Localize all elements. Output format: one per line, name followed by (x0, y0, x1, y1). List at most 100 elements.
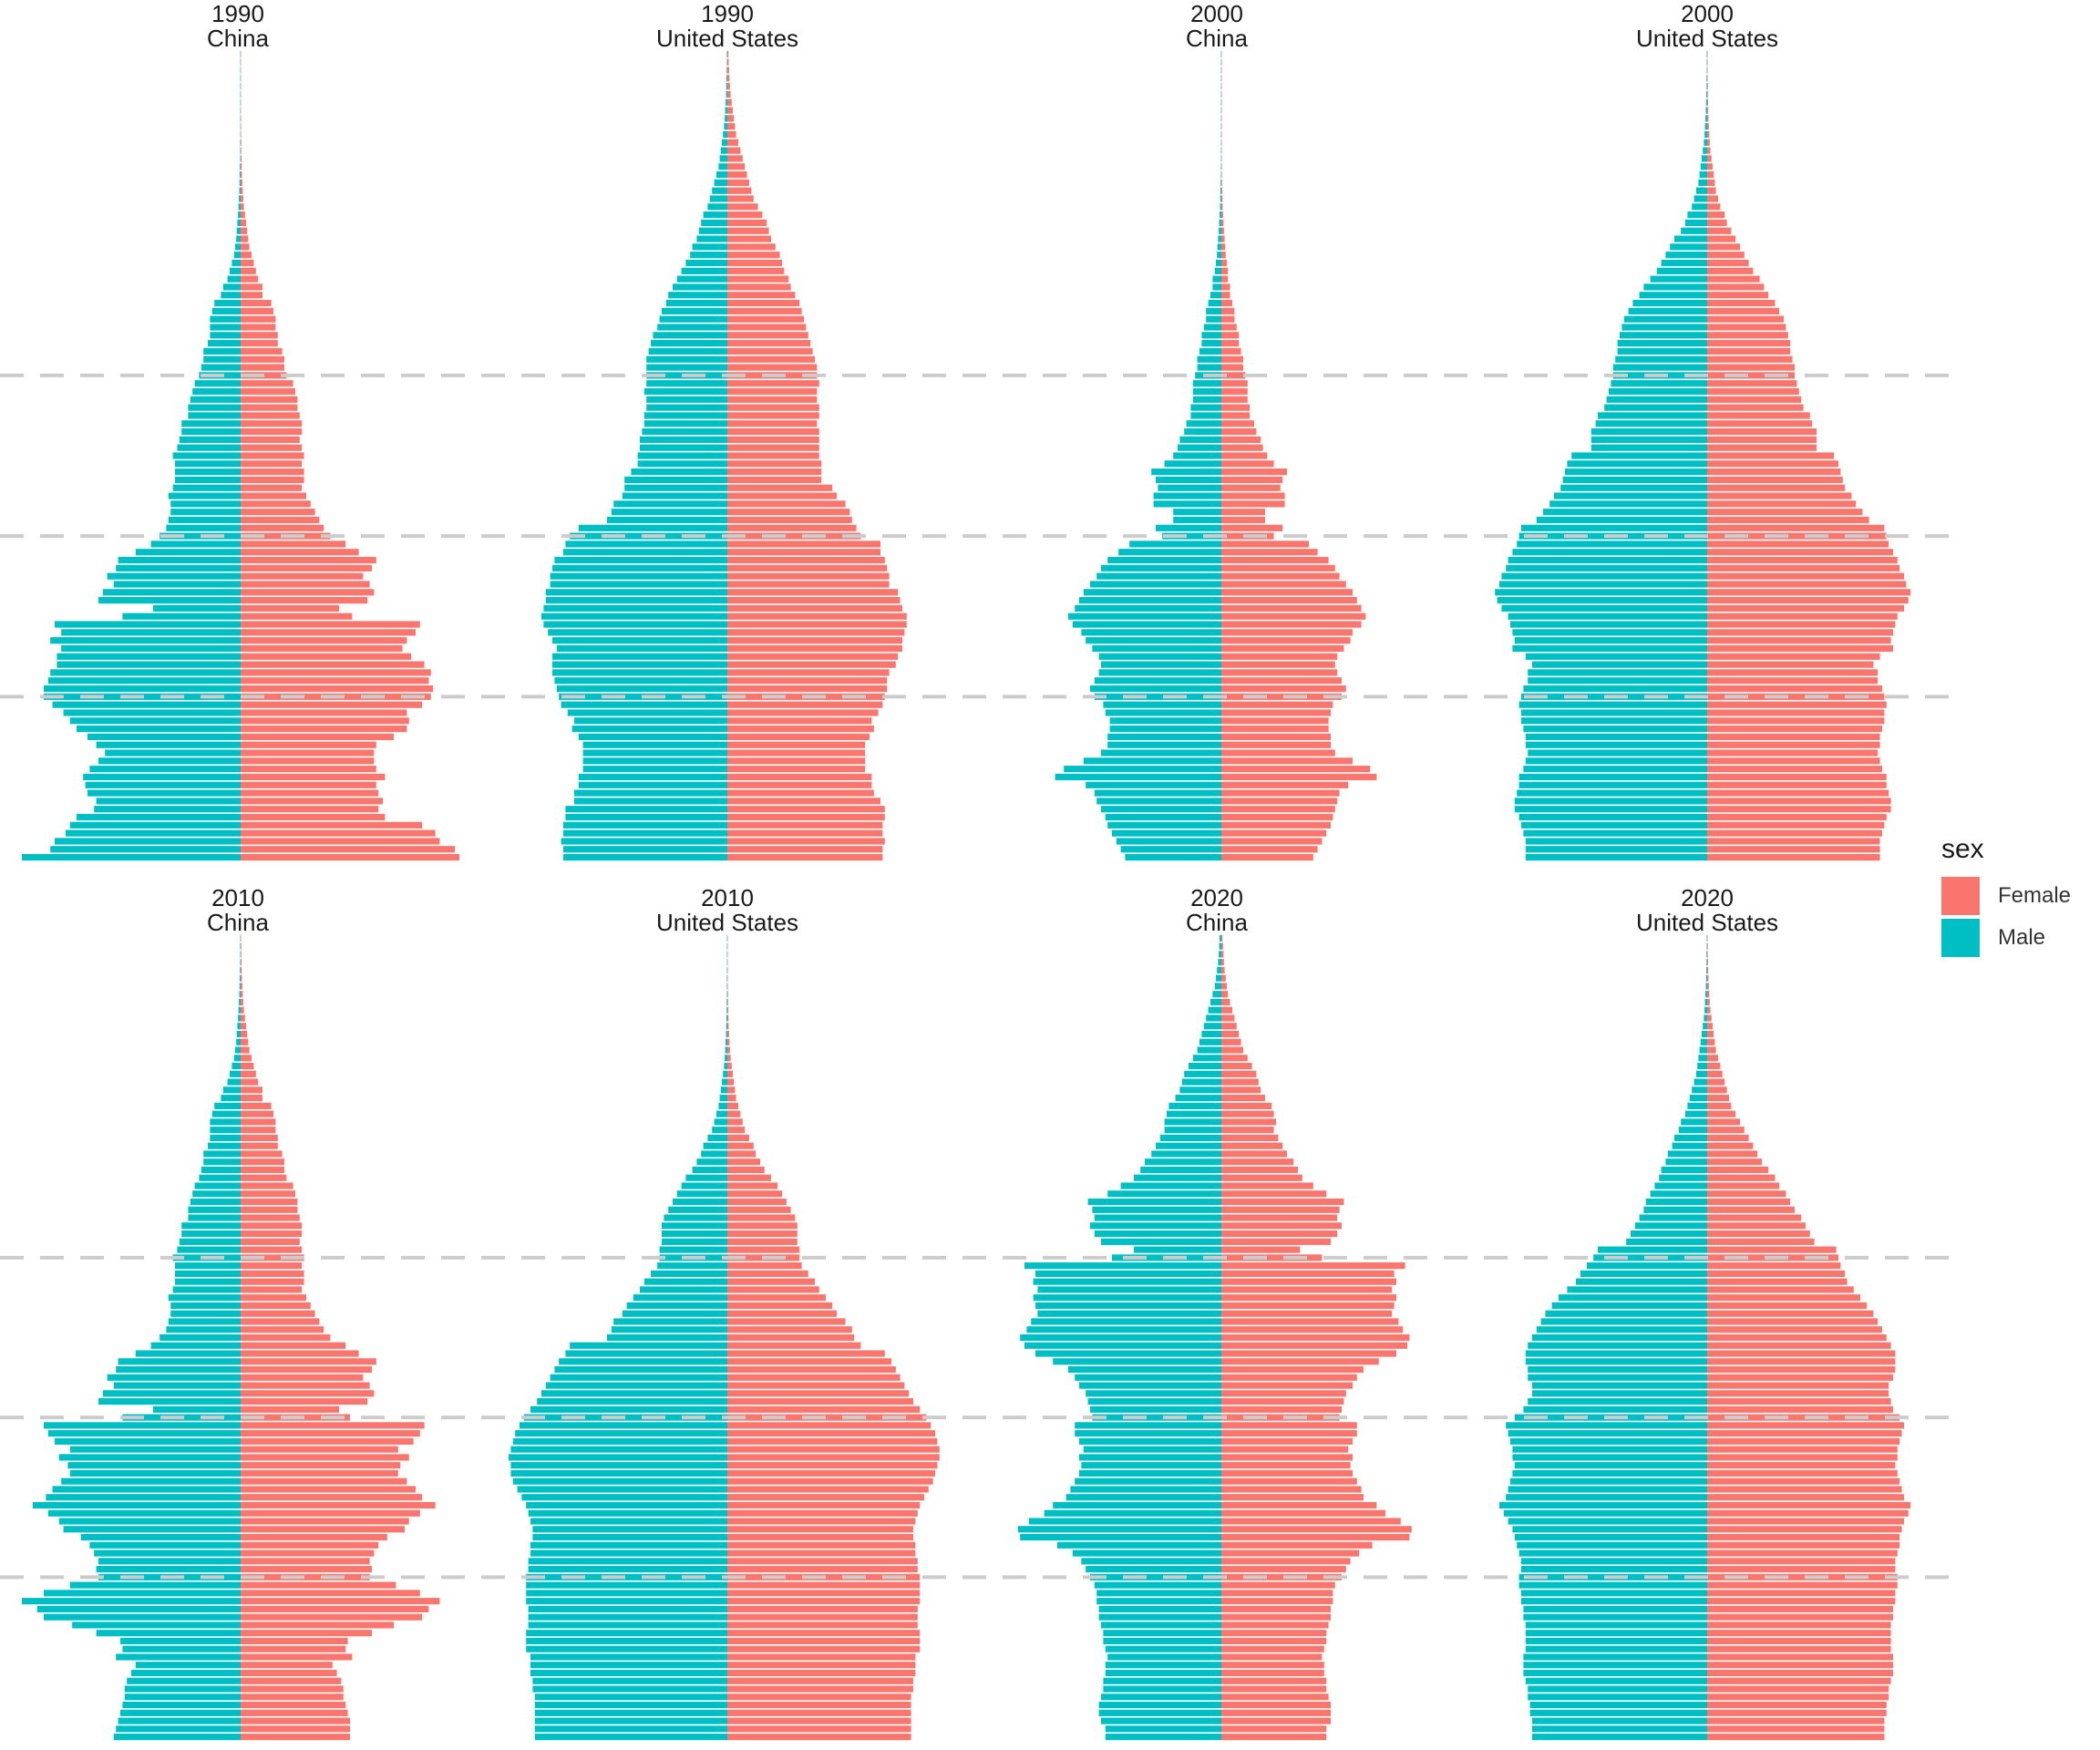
bar-male-age-84 (232, 1062, 241, 1070)
bar-female-age-11 (727, 766, 866, 773)
bar-female-age-95 (1707, 90, 1708, 98)
bar-female-age-20 (1707, 693, 1885, 700)
bar-male-age-89 (726, 1023, 727, 1030)
bar-male-age-25 (1020, 1533, 1221, 1541)
bar-male-age-55 (1190, 412, 1221, 419)
bar-male-age-68 (1650, 1190, 1707, 1198)
bar-male-age-36 (1506, 564, 1707, 571)
bar-male-age-15 (578, 733, 727, 741)
bar-female-age-5 (241, 813, 386, 821)
bar-female-age-75 (727, 1134, 749, 1142)
bar-male-age-65 (210, 332, 241, 339)
bar-female-age-91 (1707, 1006, 1711, 1014)
bar-male-age-42 (537, 1398, 727, 1405)
bar-male-age-45 (1554, 492, 1707, 499)
bar-female-age-12 (241, 757, 375, 765)
panel-country: China (1186, 909, 1248, 936)
bar-male-age-51 (640, 444, 727, 451)
bar-male-age-5 (1101, 1693, 1221, 1701)
bar-male-age-4 (69, 821, 241, 829)
bar-male-age-11 (89, 766, 242, 773)
bar-female-age-61 (727, 364, 818, 371)
bar-female-age-16 (1707, 725, 1882, 733)
bar-male-age-28 (1044, 1509, 1221, 1517)
bar-female-age-37 (1221, 1437, 1353, 1445)
bar-female-age-63 (241, 347, 283, 355)
bar-male-age-13 (96, 1630, 241, 1637)
bar-female-age-78 (1707, 1110, 1736, 1117)
bar-male-age-17 (526, 1598, 727, 1605)
bar-female-age-48 (241, 468, 304, 476)
panel-country: United States (655, 909, 799, 936)
bar-male-age-84 (714, 179, 727, 187)
bar-male-age-16 (571, 725, 727, 733)
bar-male-age-63 (648, 347, 727, 355)
bar-female-age-69 (727, 1182, 778, 1189)
bar-female-age-45 (241, 492, 306, 499)
bar-male-age-87 (719, 155, 727, 162)
bar-male-age-72 (1145, 1158, 1221, 1166)
bar-male-age-12 (1525, 1637, 1707, 1645)
bar-female-age-10 (727, 1653, 916, 1661)
bar-female-age-20 (1707, 1573, 1898, 1580)
bar-male-age-10 (83, 773, 241, 781)
bar-female-age-85 (241, 1055, 252, 1062)
bar-male-age-32 (1510, 1477, 1707, 1485)
bar-male-age-36 (510, 1446, 727, 1453)
bar-female-age-23 (241, 669, 431, 676)
bar-female-age-85 (1221, 1055, 1248, 1062)
bar-male-age-93 (1705, 991, 1707, 998)
bar-male-age-70 (1210, 292, 1221, 299)
bar-female-age-1 (241, 1725, 350, 1733)
bar-male-age-64 (181, 1222, 241, 1230)
bar-female-age-75 (1221, 252, 1226, 259)
bar-female-age-3 (1707, 1709, 1887, 1716)
bar-female-age-4 (1707, 1701, 1887, 1709)
bar-female-age-65 (1221, 1214, 1338, 1221)
bar-female-age-40 (727, 1414, 927, 1421)
bar-male-age-83 (1220, 187, 1221, 194)
bar-male-age-50 (1020, 1333, 1221, 1342)
bar-female-age-89 (727, 1023, 729, 1030)
bar-female-age-44 (1221, 500, 1285, 508)
bar-female-age-55 (1221, 1294, 1396, 1302)
bar-female-age-72 (727, 275, 789, 283)
bar-male-age-7 (574, 798, 727, 805)
bar-female-age-26 (241, 644, 403, 653)
bar-female-age-6 (241, 1685, 344, 1693)
bar-female-age-64 (1707, 1222, 1806, 1230)
bar-male-age-88 (720, 147, 727, 154)
bar-female-age-76 (241, 1127, 276, 1134)
bar-female-age-88 (1221, 1030, 1240, 1038)
bar-male-age-63 (1631, 1230, 1707, 1238)
bar-female-age-26 (727, 1526, 913, 1533)
bar-male-age-98 (1219, 951, 1221, 958)
bar-male-age-19 (69, 1581, 241, 1589)
bar-male-age-29 (55, 621, 241, 628)
bar-female-age-63 (727, 1230, 798, 1238)
bar-male-age-12 (1083, 757, 1221, 765)
bar-female-age-71 (727, 1166, 765, 1174)
bar-female-age-15 (1221, 733, 1331, 741)
bar-female-age-28 (727, 629, 905, 636)
bar-male-age-30 (541, 612, 727, 620)
bar-male-age-11 (526, 1645, 727, 1652)
bar-male-age-86 (240, 163, 241, 170)
bar-female-age-72 (241, 275, 259, 283)
bar-male-age-83 (1696, 1070, 1707, 1077)
bar-male-age-29 (543, 621, 727, 628)
bar-male-age-55 (168, 1294, 241, 1302)
bar-female-age-36 (727, 1446, 940, 1453)
bar-male-age-28 (61, 629, 241, 636)
bar-female-age-43 (1707, 1390, 1889, 1397)
bar-female-age-72 (727, 1158, 760, 1166)
bar-male-age-44 (613, 500, 727, 508)
bar-male-age-38 (135, 549, 241, 556)
bar-female-age-77 (241, 1118, 276, 1126)
bar-male-age-3 (563, 829, 727, 837)
bar-female-age-89 (241, 139, 242, 146)
bar-female-age-53 (241, 1310, 315, 1317)
bar-female-age-57 (1707, 396, 1802, 403)
bar-male-age-43 (611, 509, 727, 516)
bar-female-age-42 (727, 1398, 913, 1405)
